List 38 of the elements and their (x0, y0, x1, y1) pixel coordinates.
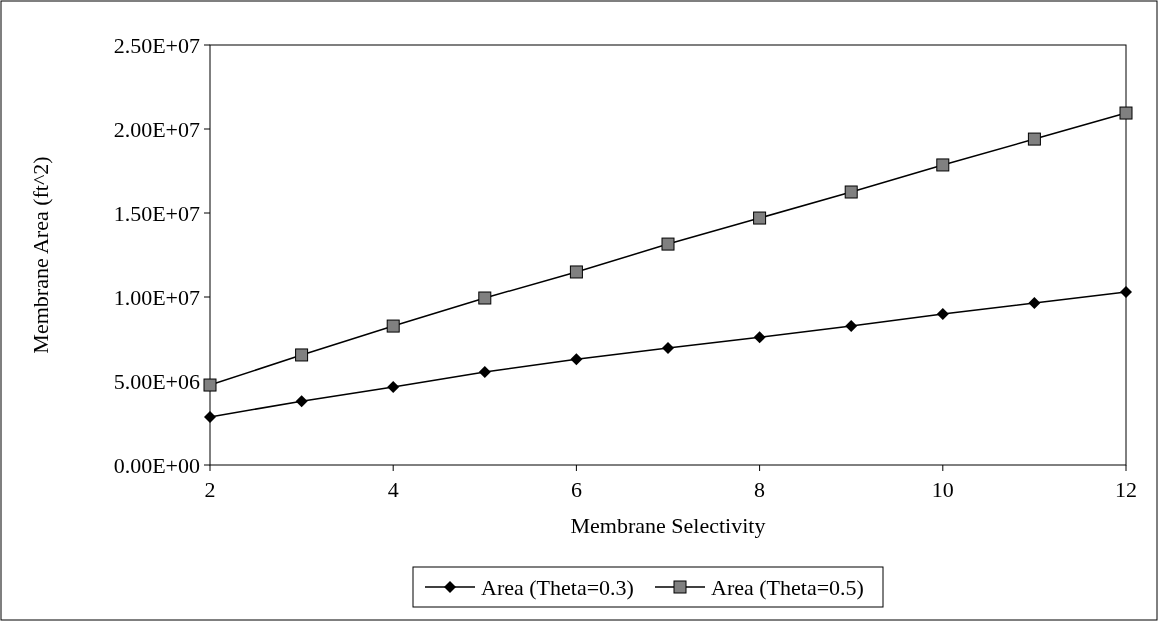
y-tick-label: 5.00E+06 (113, 368, 200, 394)
point (1027, 132, 1041, 146)
point (478, 291, 492, 305)
y-tick-label: 0.00E+00 (113, 452, 200, 478)
y-axis-title: Membrane Area (ft^2) (28, 156, 53, 354)
point (661, 237, 675, 251)
point (295, 348, 309, 362)
point (478, 365, 491, 378)
point (1120, 285, 1132, 298)
x-tick-label: 10 (931, 477, 954, 502)
x-tick-label: 4 (387, 477, 399, 502)
x-tick-label: 12 (1115, 477, 1137, 502)
point (569, 265, 583, 279)
point (1119, 106, 1133, 120)
x-axis-title: Membrane Selectivity (570, 513, 766, 538)
y-tick-label: 1.50E+07 (113, 200, 200, 226)
y-tick-label: 1.00E+07 (113, 284, 200, 310)
point (845, 320, 858, 333)
point (386, 319, 400, 333)
point (662, 342, 674, 355)
y-tick-label: 2.50E+07 (113, 32, 200, 58)
point (203, 378, 217, 392)
point (387, 381, 400, 394)
point (295, 395, 308, 408)
point (936, 307, 949, 320)
x-tick-label: 6 (570, 477, 582, 502)
point (1028, 297, 1041, 310)
point (204, 410, 216, 423)
point (753, 331, 766, 344)
legend-label: Area (Theta=0.5) (711, 574, 864, 600)
x-tick-label: 8 (754, 477, 766, 502)
point (844, 185, 858, 199)
x-tick-label: 2 (204, 477, 216, 502)
point (936, 158, 950, 172)
y-tick-label: 2.00E+07 (113, 116, 200, 142)
point (753, 211, 767, 225)
legend-label: Area (Theta=0.3) (481, 574, 634, 600)
point (570, 353, 583, 366)
